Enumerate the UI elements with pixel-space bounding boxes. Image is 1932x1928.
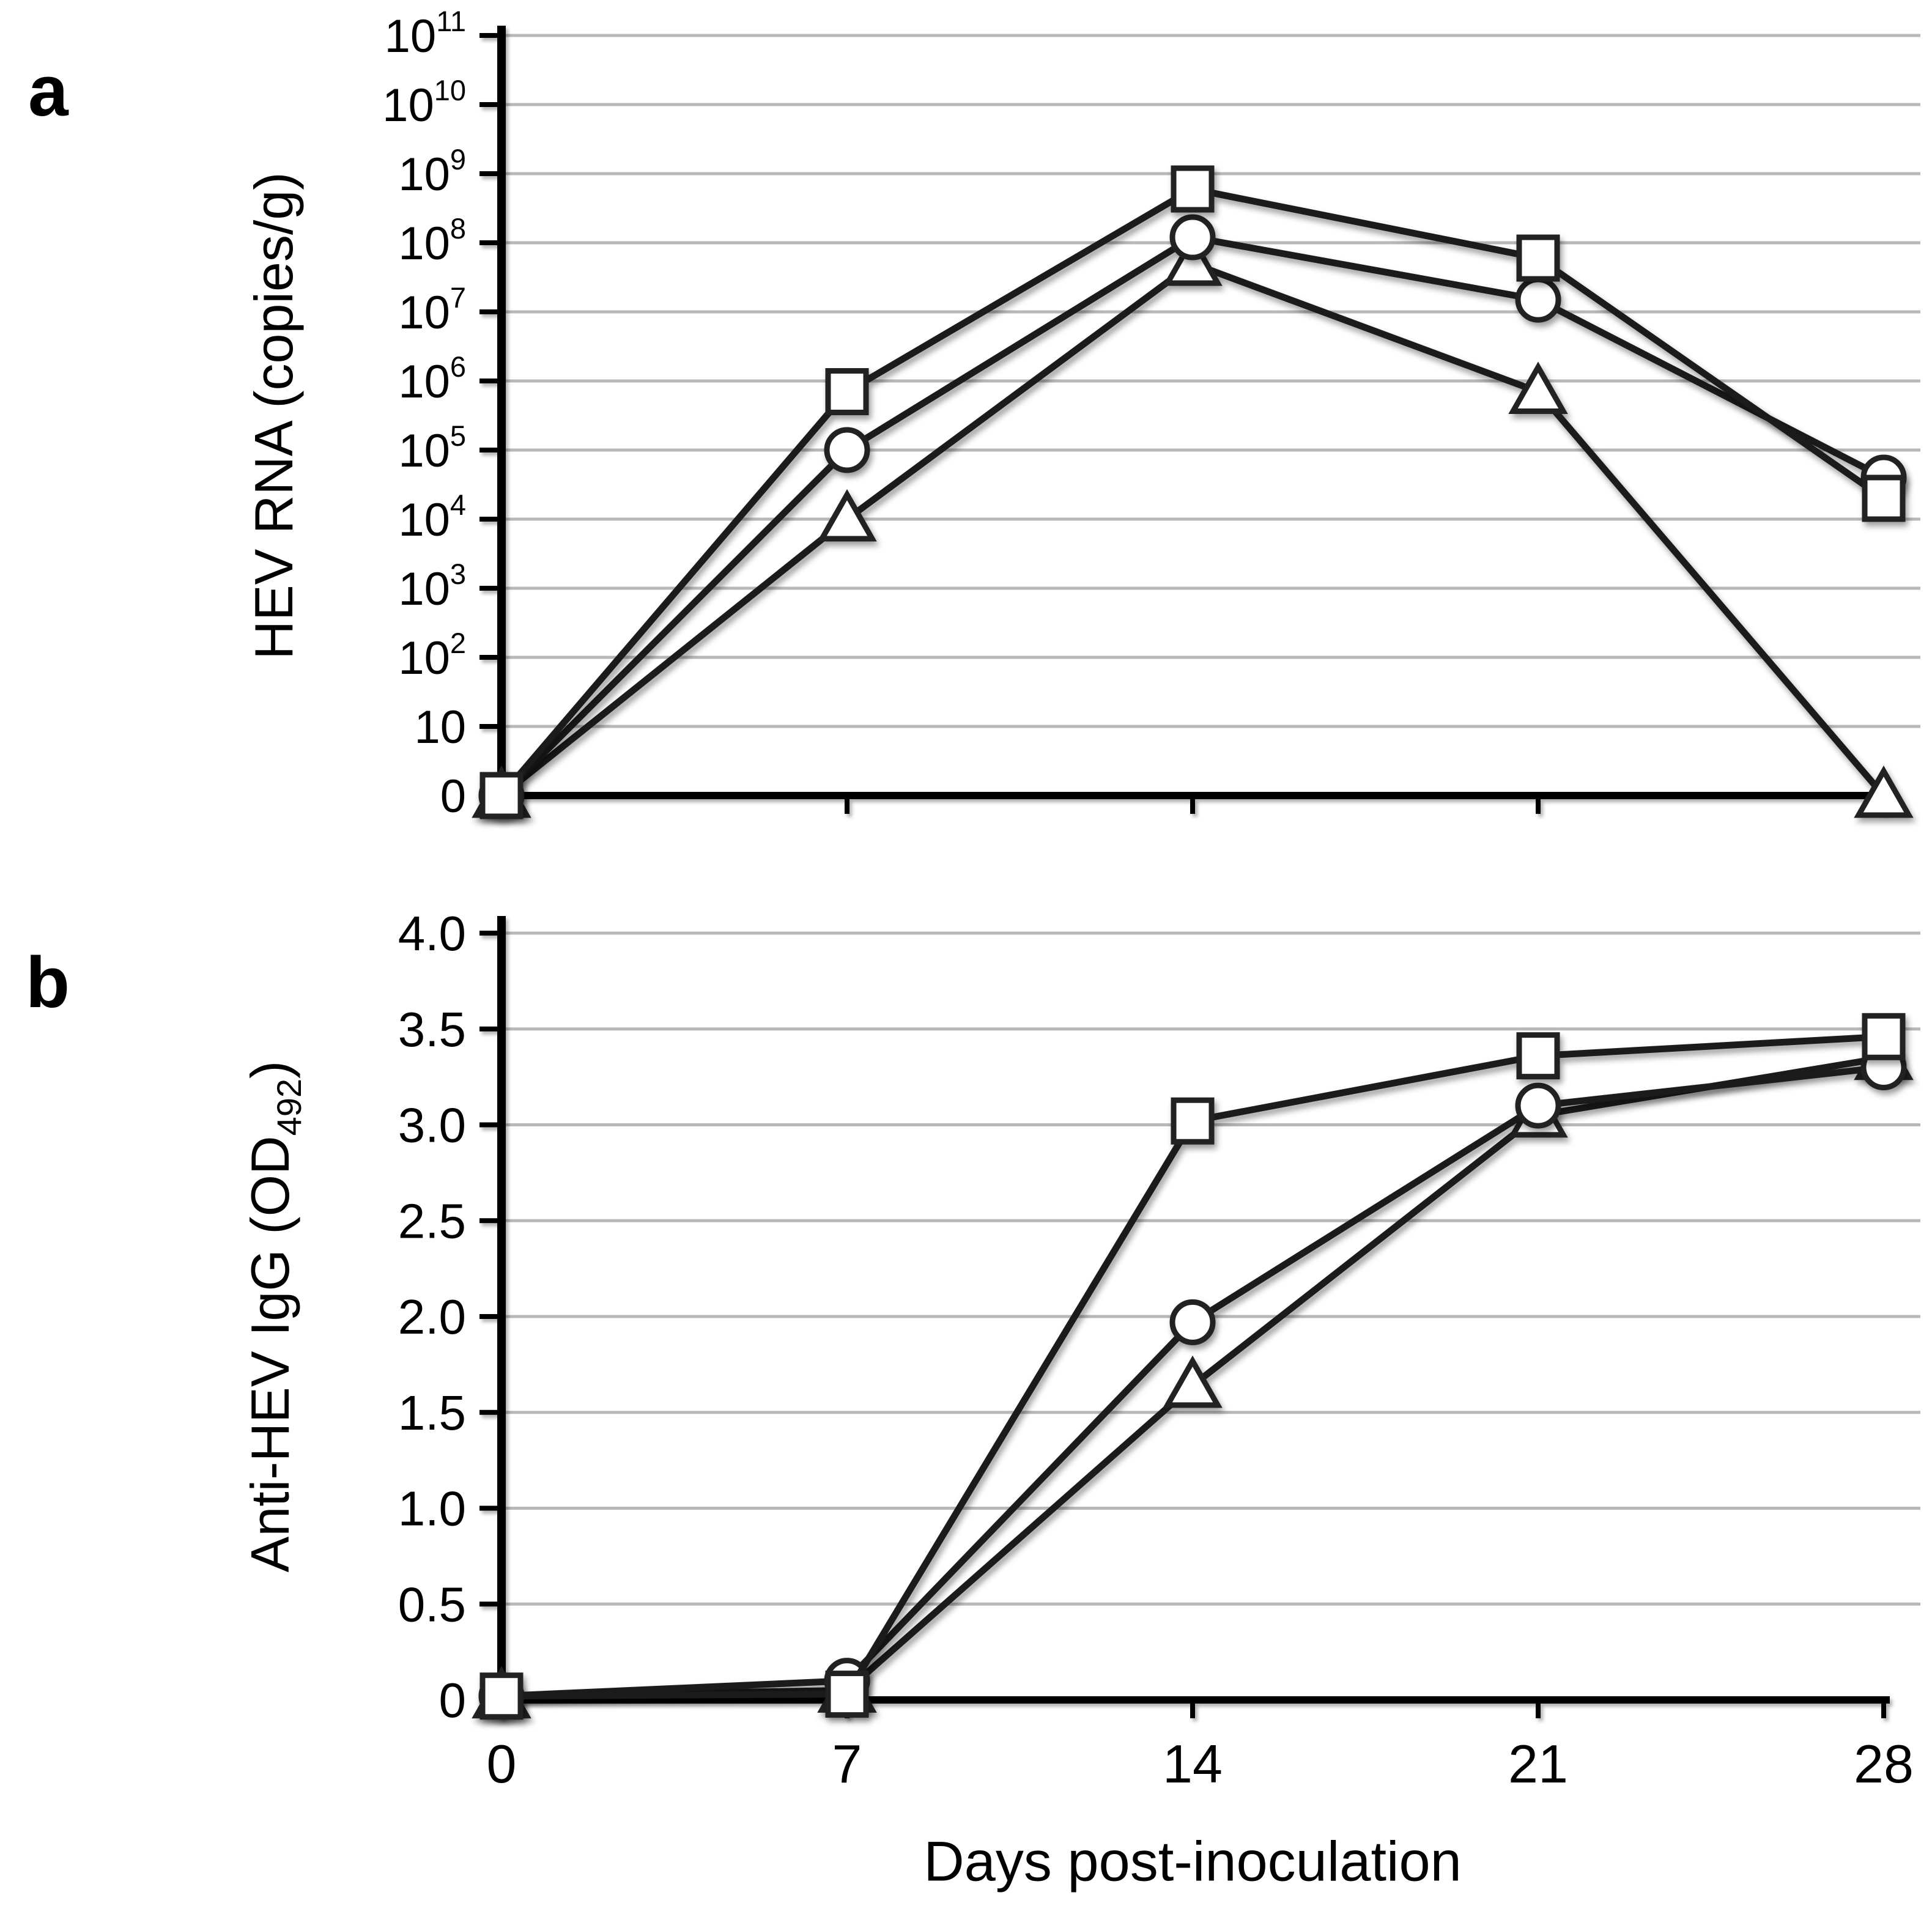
marker-square bbox=[1516, 234, 1560, 282]
marker-square bbox=[1862, 1013, 1906, 1060]
grid-b bbox=[502, 931, 1920, 1606]
x-tick-label: 0 bbox=[487, 1734, 517, 1794]
y-tick-label: 1011 bbox=[385, 5, 466, 62]
marker-triangle bbox=[1163, 233, 1223, 286]
y-tick-label: 2.0 bbox=[398, 1290, 466, 1344]
panel-b-y-axis-title-main: Anti-HEV IgG (OD bbox=[240, 1136, 300, 1573]
marker-square bbox=[825, 1671, 869, 1718]
y-tick-label: 3.0 bbox=[398, 1098, 466, 1153]
y-tick-label: 109 bbox=[398, 143, 466, 201]
marker-circle bbox=[1169, 214, 1216, 260]
marker-circle bbox=[1169, 1299, 1216, 1345]
y-tick-label: 102 bbox=[398, 627, 466, 684]
y-tick-label: 106 bbox=[398, 350, 466, 408]
x-tick-label: 7 bbox=[832, 1734, 862, 1794]
panel-b: 4.0 3.5 3.0 2.5 2.0 1.5 1.0 0.5 00 7 14 21 28 bbox=[398, 906, 1920, 1794]
panel-a-y-axis-title: HEV RNA (copies/g) bbox=[243, 172, 304, 660]
y-tick-label: 2.5 bbox=[398, 1194, 466, 1248]
marker-circle bbox=[1515, 276, 1561, 323]
y-tick-label: 1010 bbox=[382, 74, 466, 131]
panel-b-letter: b bbox=[26, 942, 70, 1023]
y-tick-label: 0 bbox=[440, 770, 466, 822]
panel-a-letter: a bbox=[28, 51, 68, 131]
axes-a bbox=[479, 26, 1890, 814]
marker-triangle bbox=[1163, 1355, 1223, 1408]
y-tick-label: 3.5 bbox=[398, 1002, 466, 1057]
y-tick-label: 105 bbox=[398, 419, 466, 477]
series-square bbox=[479, 165, 1906, 819]
y-tick-label: 4.0 bbox=[398, 906, 466, 961]
panel-b-y-axis-title-close: ) bbox=[240, 1060, 300, 1079]
x-tick-label: 28 bbox=[1854, 1734, 1914, 1794]
marker-circle bbox=[1515, 1082, 1561, 1129]
panel-b-y-axis-title: Anti-HEV IgG (OD492) bbox=[239, 1061, 309, 1573]
marker-square bbox=[1862, 475, 1906, 522]
series-line-triangle bbox=[499, 260, 1887, 799]
tick-labels-b: 4.0 3.5 3.0 2.5 2.0 1.5 1.0 0.5 00 7 14 21 28 bbox=[398, 906, 1914, 1794]
marker-triangle bbox=[1508, 361, 1568, 415]
grid-a bbox=[502, 34, 1920, 728]
marker-circle bbox=[824, 427, 870, 473]
panel-b-y-axis-title-subscript: 492 bbox=[270, 1078, 308, 1136]
marker-square bbox=[479, 1672, 524, 1720]
y-tick-label: 104 bbox=[398, 489, 466, 546]
marker-square bbox=[1516, 1032, 1560, 1080]
x-tick-label: 21 bbox=[1508, 1734, 1568, 1794]
y-tick-label: 103 bbox=[398, 558, 466, 615]
y-tick-label: 1.5 bbox=[398, 1386, 466, 1440]
panel-a: 1011 1010 109 108 107 106 105 104 103 102 10 0 bbox=[382, 5, 1920, 822]
series-triangle bbox=[472, 233, 1914, 818]
y-tick-label: 0 bbox=[439, 1673, 467, 1727]
tick-labels-a: 1011 1010 109 108 107 106 105 104 103 102 10 0 bbox=[382, 5, 466, 822]
series-square bbox=[479, 1013, 1906, 1720]
axes-b bbox=[479, 916, 1890, 1718]
marker-triangle bbox=[1854, 765, 1914, 818]
marker-square bbox=[1171, 165, 1215, 213]
marker-triangle bbox=[817, 489, 877, 542]
x-axis-title: Days post-inoculation bbox=[923, 1830, 1462, 1893]
x-tick-label: 14 bbox=[1163, 1734, 1223, 1794]
marker-square bbox=[1171, 1097, 1215, 1145]
y-tick-label: 0.5 bbox=[398, 1577, 466, 1631]
y-tick-label: 108 bbox=[398, 212, 466, 270]
marker-square bbox=[479, 772, 524, 819]
y-tick-label: 1.0 bbox=[398, 1482, 466, 1536]
y-tick-label: 10 bbox=[414, 701, 466, 753]
marker-square bbox=[825, 368, 869, 416]
series-line-circle bbox=[499, 234, 1886, 798]
y-tick-label: 107 bbox=[398, 281, 466, 339]
